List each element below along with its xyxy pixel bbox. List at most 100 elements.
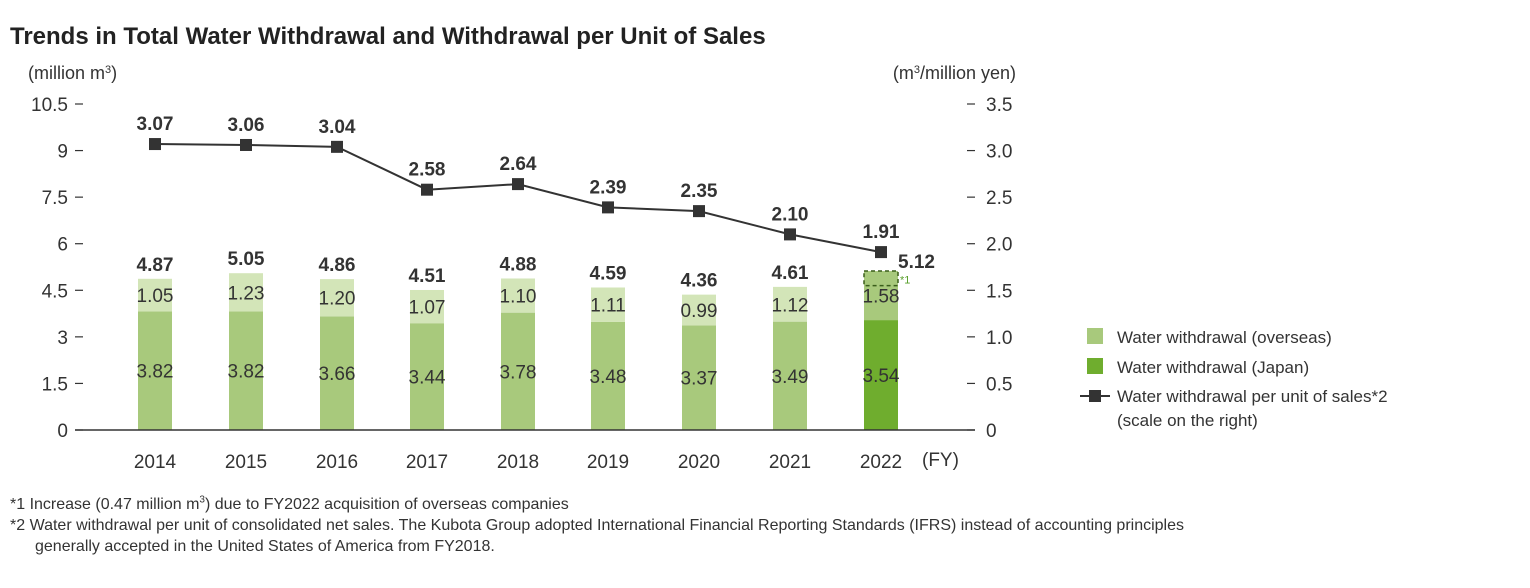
overseas-label-2014: 1.05 bbox=[137, 286, 174, 307]
per-unit-marker-2017 bbox=[421, 183, 433, 196]
bar-overseas-2020 bbox=[682, 294, 716, 326]
acquisition-note-mark: *1 bbox=[900, 275, 910, 287]
legend-label-overseas: Water withdrawal (overseas) bbox=[1117, 328, 1332, 347]
japan-label-2021: 3.49 bbox=[772, 367, 809, 388]
japan-label-2017: 3.44 bbox=[409, 368, 446, 389]
bar-overseas-2014 bbox=[138, 278, 172, 312]
bar-overseas-2016 bbox=[320, 279, 354, 317]
overseas-label-2022: 1.58 bbox=[863, 287, 900, 308]
bar-japan-2017 bbox=[410, 323, 444, 430]
left-tick-label: 6 bbox=[57, 235, 68, 256]
left-axis-unit: (million m3) bbox=[28, 63, 117, 83]
bars-layer bbox=[138, 270, 899, 430]
bar-overseas-2015 bbox=[229, 273, 263, 312]
per-unit-marker-2015 bbox=[240, 138, 252, 151]
per-unit-marker-2014 bbox=[149, 138, 161, 151]
bar-overseas-2022 bbox=[864, 271, 898, 321]
bar-overseas-2017 bbox=[410, 289, 444, 324]
x-tick-label-2021: 2021 bbox=[769, 452, 811, 473]
footnote-1: *1 Increase (0.47 million m3) due to FY2… bbox=[10, 494, 569, 513]
japan-label-2014: 3.82 bbox=[137, 362, 174, 383]
legend-label-per-unit-scale: (scale on the right) bbox=[1117, 411, 1258, 430]
x-tick-label-2018: 2018 bbox=[497, 452, 539, 473]
japan-label-2015: 3.82 bbox=[228, 362, 265, 383]
right-tick-label: 0.5 bbox=[986, 374, 1012, 395]
x-tick-label-2015: 2015 bbox=[225, 452, 267, 473]
overseas-label-2015: 1.23 bbox=[228, 283, 265, 304]
labels-layer: *1 3.07 3.06 3.04 2.58 2.64 2.39 2.35 2.10 1.91 3.… bbox=[137, 114, 935, 390]
left-tick-label: 4.5 bbox=[42, 281, 68, 302]
legend-marker-icon bbox=[1089, 390, 1101, 402]
x-tick-label-2019: 2019 bbox=[587, 452, 629, 473]
x-tick-label-2022: 2022 bbox=[860, 452, 902, 473]
left-tick-label: 7.5 bbox=[42, 188, 68, 209]
x-axis-unit: (FY) bbox=[922, 450, 959, 471]
per-unit-marker-2020 bbox=[693, 205, 705, 218]
total-label-2021: 4.61 bbox=[772, 263, 809, 284]
footnotes: *1 Increase (0.47 million m3) due to FY2… bbox=[10, 494, 1525, 557]
bar-japan-2021 bbox=[773, 321, 807, 430]
acquisition-increase-box bbox=[863, 270, 899, 287]
bar-japan-2018 bbox=[501, 312, 535, 430]
total-label-2014: 4.87 bbox=[137, 255, 174, 276]
right-tick-label: 1.0 bbox=[986, 328, 1012, 349]
per-unit-label-2019: 2.39 bbox=[590, 177, 627, 198]
bar-overseas-2021 bbox=[773, 286, 807, 322]
bar-japan-2014 bbox=[138, 311, 172, 430]
left-tick-label: 10.5 bbox=[31, 95, 68, 116]
line-layer bbox=[149, 138, 887, 259]
overseas-label-2018: 1.10 bbox=[500, 287, 537, 308]
bar-japan-2015 bbox=[229, 311, 263, 430]
total-label-2022: 5.12 bbox=[898, 252, 935, 273]
total-label-2020: 4.36 bbox=[681, 271, 718, 292]
legend-swatch-overseas bbox=[1087, 328, 1103, 344]
right-axis-unit: (m3/million yen) bbox=[893, 63, 1016, 83]
right-tick-label: 1.5 bbox=[986, 281, 1012, 302]
bar-japan-2022 bbox=[864, 320, 898, 430]
overseas-label-2021: 1.12 bbox=[772, 295, 809, 316]
legend-swatch-japan bbox=[1087, 358, 1103, 374]
bar-overseas-2019 bbox=[591, 287, 625, 322]
x-tick-label-2014: 2014 bbox=[134, 452, 177, 473]
right-tick-label: 2.5 bbox=[986, 188, 1012, 209]
x-tick-label-2020: 2020 bbox=[678, 452, 720, 473]
bar-japan-2020 bbox=[682, 325, 716, 430]
legend-label-japan: Water withdrawal (Japan) bbox=[1117, 358, 1309, 377]
right-tick-label: 3.5 bbox=[986, 95, 1012, 116]
per-unit-label-2017: 2.58 bbox=[409, 160, 446, 181]
overseas-label-2016: 1.20 bbox=[319, 289, 356, 310]
per-unit-marker-2021 bbox=[784, 228, 796, 241]
chart-title: Trends in Total Water Withdrawal and Wit… bbox=[10, 23, 766, 50]
japan-label-2018: 3.78 bbox=[500, 362, 537, 383]
per-unit-marker-2022 bbox=[875, 246, 887, 259]
per-unit-label-2018: 2.64 bbox=[500, 154, 537, 175]
per-unit-label-2014: 3.07 bbox=[137, 114, 174, 135]
right-tick-label: 3.0 bbox=[986, 142, 1012, 163]
per-unit-label-2016: 3.04 bbox=[319, 117, 356, 138]
bar-japan-2019 bbox=[591, 321, 625, 430]
per-unit-marker-2018 bbox=[512, 178, 524, 191]
per-unit-marker-2019 bbox=[602, 201, 614, 214]
bar-japan-2016 bbox=[320, 316, 354, 430]
x-tick-label-2017: 2017 bbox=[406, 452, 448, 473]
footnote-2-cont: generally accepted in the United States … bbox=[35, 538, 495, 555]
left-tick-label: 1.5 bbox=[42, 374, 68, 395]
left-tick-label: 0 bbox=[57, 421, 68, 442]
per-unit-label-2022: 1.91 bbox=[863, 222, 900, 243]
axes-layer: 0 1.5 3 4.5 6 7.5 9 10.5 0 0.5 1.0 1.5 2.0 2.5 3.0 3.5 2… bbox=[31, 95, 1012, 473]
bar-overseas-2018 bbox=[501, 278, 535, 313]
japan-label-2020: 3.37 bbox=[681, 369, 718, 390]
total-label-2018: 4.88 bbox=[500, 254, 537, 275]
overseas-label-2020: 0.99 bbox=[681, 301, 718, 322]
x-tick-label-2016: 2016 bbox=[316, 452, 358, 473]
japan-label-2019: 3.48 bbox=[590, 367, 627, 388]
japan-label-2022: 3.54 bbox=[863, 366, 900, 387]
per-unit-label-2015: 3.06 bbox=[228, 115, 265, 136]
total-label-2016: 4.86 bbox=[319, 255, 356, 276]
overseas-label-2017: 1.07 bbox=[409, 298, 446, 319]
japan-label-2016: 3.66 bbox=[319, 364, 356, 385]
legend-label-per-unit: Water withdrawal per unit of sales*2 bbox=[1117, 387, 1388, 406]
left-tick-label: 3 bbox=[57, 328, 68, 349]
chart: Trends in Total Water Withdrawal and Wit… bbox=[10, 23, 1388, 473]
per-unit-marker-2016 bbox=[331, 140, 343, 153]
